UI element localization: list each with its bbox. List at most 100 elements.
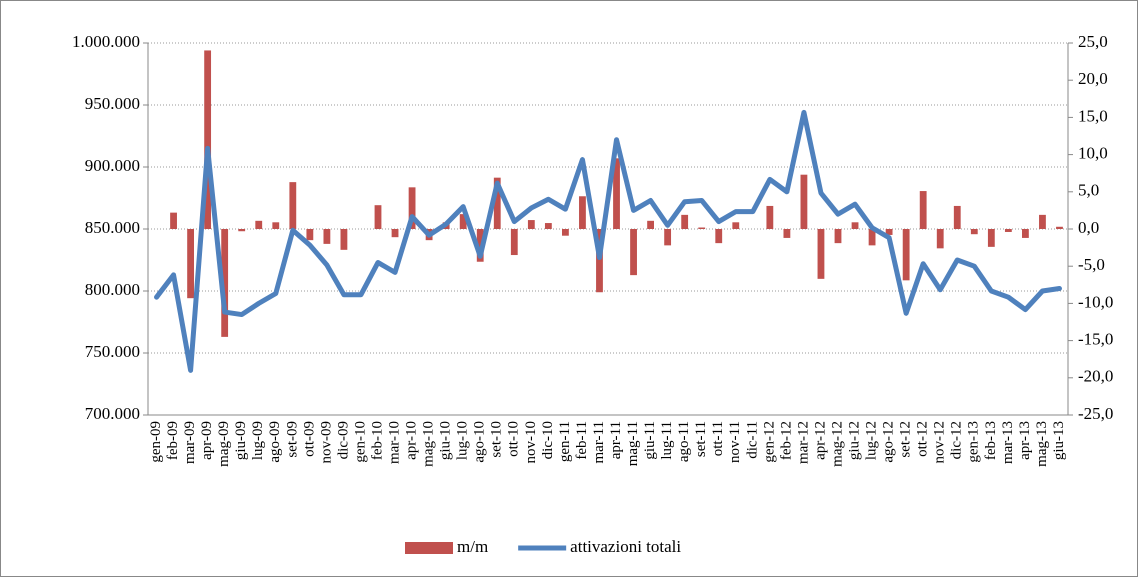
- bar: [374, 205, 382, 229]
- bar: [766, 205, 774, 229]
- y2-tick-label: -25,0: [1078, 404, 1113, 423]
- y2-tick-label: -5,0: [1078, 255, 1105, 274]
- x-tick-label: nov-11: [727, 421, 743, 463]
- y-tick-label: 950.000: [85, 94, 140, 113]
- x-tick-label: feb-09: [165, 421, 181, 460]
- bar: [596, 229, 603, 293]
- x-tick-label: nov-09: [318, 421, 334, 464]
- x-tick-label: dic-09: [335, 421, 351, 459]
- y-tick-label: 1.000.000: [72, 32, 140, 51]
- x-tick-label: gen-09: [148, 421, 164, 463]
- x-tick-label: apr-11: [608, 421, 624, 459]
- x-tick-label: giu-09: [233, 421, 249, 460]
- x-tick-label: feb-12: [778, 421, 794, 460]
- bar: [800, 174, 808, 229]
- y2-tick-label: 5,0: [1078, 181, 1099, 200]
- x-tick-label: lug-09: [250, 421, 266, 460]
- x-tick-label: giu-11: [642, 421, 658, 460]
- bar: [817, 229, 825, 279]
- bar: [630, 229, 637, 276]
- bar: [868, 229, 876, 246]
- y2-tick-label: -15,0: [1078, 330, 1113, 349]
- bar: [953, 205, 961, 229]
- x-tick-label: gen-12: [761, 421, 777, 463]
- y2-tick-label: -20,0: [1078, 367, 1113, 386]
- x-tick-label: mag-11: [625, 421, 641, 466]
- bar: [510, 229, 518, 256]
- bar: [783, 229, 791, 238]
- y2-tick-label: 0,0: [1078, 218, 1099, 237]
- x-tick-label: ago-10: [472, 421, 488, 463]
- x-tick-label: mag-13: [1034, 421, 1050, 467]
- x-tick-label: ago-12: [881, 421, 897, 463]
- x-tick-label: dic-10: [540, 421, 556, 459]
- y-tick-label: 900.000: [85, 156, 140, 175]
- x-tick-label: lug-10: [455, 421, 471, 460]
- bar: [987, 229, 995, 247]
- x-tick-label: giu-12: [846, 421, 862, 460]
- bar: [527, 220, 535, 229]
- x-tick-label: ott-11: [710, 421, 726, 456]
- x-tick-label: nov-10: [523, 421, 539, 464]
- bar: [851, 222, 859, 229]
- x-tick-label: set-09: [284, 421, 300, 458]
- bar: [579, 196, 586, 229]
- bar: [834, 229, 842, 244]
- bar: [885, 229, 893, 235]
- legend-label: m/m: [457, 537, 488, 556]
- legend-label: attivazioni totali: [570, 537, 681, 556]
- bar: [306, 229, 314, 241]
- bar: [238, 229, 246, 232]
- bar: [459, 214, 467, 229]
- y2-tick-label: 25,0: [1078, 32, 1108, 51]
- bar: [664, 229, 672, 246]
- x-tick-label: ott-10: [506, 421, 522, 457]
- bar: [698, 227, 706, 229]
- x-tick-label: apr-09: [199, 421, 215, 460]
- x-tick-label: lug-12: [864, 421, 880, 460]
- x-tick-label: mar-09: [182, 421, 198, 464]
- x-tick-label: gen-11: [557, 421, 573, 462]
- x-tick-label: lug-11: [659, 421, 675, 460]
- bar: [493, 177, 501, 229]
- bar: [544, 223, 552, 229]
- bar: [715, 229, 723, 244]
- y-tick-label: 750.000: [85, 342, 140, 361]
- x-tick-label: giu-13: [1051, 421, 1067, 460]
- bar: [170, 212, 177, 229]
- y2-tick-label: 15,0: [1078, 106, 1108, 125]
- x-tick-label: set-10: [489, 421, 505, 458]
- x-tick-label: feb-10: [369, 421, 385, 460]
- bar: [562, 229, 569, 236]
- bar: [970, 229, 978, 235]
- bar: [613, 158, 620, 229]
- y2-tick-label: -10,0: [1078, 292, 1113, 311]
- x-tick-label: apr-10: [404, 421, 420, 460]
- bar: [681, 214, 689, 229]
- bar: [919, 191, 927, 229]
- bar: [902, 229, 910, 281]
- bar: [1004, 229, 1012, 232]
- x-tick-label: set-12: [898, 421, 914, 458]
- x-tick-label: gen-13: [966, 421, 982, 463]
- x-tick-label: mag-10: [421, 421, 437, 467]
- x-tick-label: set-11: [693, 421, 709, 457]
- x-tick-label: ago-11: [676, 421, 692, 462]
- bar: [255, 220, 263, 229]
- x-tick-label: apr-12: [812, 421, 828, 460]
- x-tick-label: mar-12: [795, 421, 811, 464]
- bar: [272, 222, 280, 229]
- x-tick-label: mag-12: [829, 421, 845, 467]
- x-tick-label: gen-10: [352, 421, 368, 463]
- bar: [647, 220, 654, 229]
- y-tick-label: 700.000: [85, 404, 140, 423]
- bar: [340, 229, 348, 250]
- bar: [391, 229, 399, 238]
- y-tick-label: 800.000: [85, 280, 140, 299]
- x-tick-label: ago-09: [267, 421, 283, 463]
- bar: [323, 229, 331, 244]
- x-tick-label: mar-10: [386, 421, 402, 464]
- x-tick-label: dic-12: [949, 421, 965, 459]
